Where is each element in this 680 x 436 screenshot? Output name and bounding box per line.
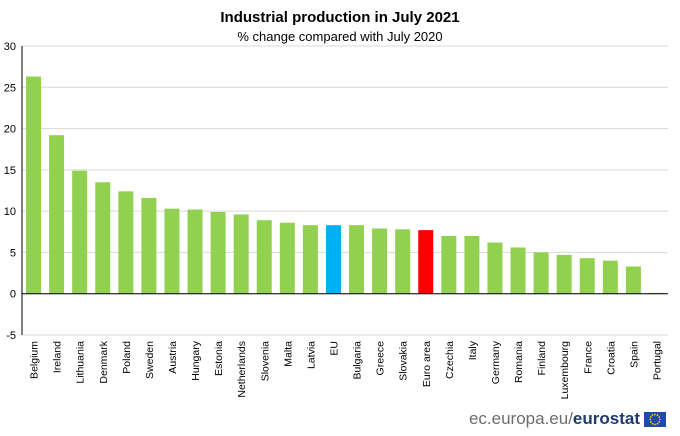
x-tick-label: Croatia [605,341,617,375]
chart-title: Industrial production in July 2021 [220,9,460,26]
bar-ireland [49,135,65,294]
x-tick-label: Sweden [144,341,156,379]
bar-belgium [26,76,42,294]
y-tick-label: 0 [10,289,16,301]
footer-logo: ec.europa.eu/ eurostat [469,409,666,429]
y-tick-label: 20 [4,124,16,136]
x-tick-label: Luxembourg [559,341,571,400]
y-tick-label: 5 [10,247,16,259]
bar-germany [487,242,503,294]
bar-slovenia [256,220,272,294]
x-tick-label: Finland [536,341,548,376]
bar-denmark [95,182,111,294]
bar-italy [464,235,480,294]
x-tick-label: Slovakia [398,341,410,381]
bar-finland [533,252,549,294]
x-tick-label: Germany [490,340,502,384]
bar-eu [325,225,341,294]
x-tick-label: Malta [282,341,294,367]
bar-latvia [302,225,318,294]
bar-slovakia [395,229,411,294]
bar-hungary [187,209,203,294]
chart-subtitle: % change compared with July 2020 [237,29,443,44]
y-tick-label: 30 [4,41,16,53]
bars [26,76,664,294]
bar-czechia [441,235,457,294]
x-tick-label: Estonia [213,341,225,376]
x-tick-label: Spain [628,341,640,368]
bar-lithuania [72,170,88,294]
x-tick-label: Portugal [651,341,663,380]
bar-chart: -5 0 5 10 15 20 25 30 Belgium Ireland Lithuania De… [4,41,668,399]
y-tick-label: 25 [4,82,16,94]
y-axis-ticks: -5 0 5 10 15 20 25 30 [4,41,16,342]
bar-poland [118,191,134,294]
x-tick-label: EU [328,341,340,356]
bar-romania [510,247,526,294]
x-tick-label: Denmark [98,340,110,383]
bar-croatia [602,260,618,294]
x-tick-label: Ireland [52,341,64,373]
bar-sweden [141,197,157,294]
bar-austria [164,208,180,294]
x-tick-label: Belgium [29,341,41,379]
x-tick-label: Austria [167,341,179,374]
bar-malta [279,222,295,294]
y-tick-label: 15 [4,165,16,177]
x-tick-label: Lithuania [75,341,87,384]
x-tick-label: Poland [121,341,133,374]
y-tick-label: 10 [4,206,16,218]
x-tick-label: Romania [513,341,525,383]
bar-euro-area [418,230,434,294]
bar-netherlands [233,214,249,294]
x-tick-label: Italy [467,340,479,360]
x-tick-label: Czechia [444,341,456,379]
x-tick-label: France [582,341,594,374]
y-tick-label: -5 [6,330,16,342]
x-tick-label: Netherlands [236,341,248,398]
x-axis-labels: Belgium Ireland Lithuania Denmark Poland Swed… [29,340,664,399]
x-tick-label: Euro area [421,341,433,387]
bar-estonia [210,211,226,294]
x-tick-label: Bulgaria [352,341,364,380]
footer-brand: eurostat [572,409,640,428]
bar-luxembourg [556,254,572,294]
x-tick-label: Slovenia [259,341,271,381]
x-tick-label: Greece [375,341,387,376]
eu-flag-icon [644,411,666,427]
x-tick-label: Latvia [305,341,317,369]
bar-spain [625,266,641,294]
bar-france [579,258,595,294]
footer-site: ec.europa.eu/ [468,409,573,428]
bar-bulgaria [349,225,365,294]
bar-greece [372,228,388,294]
x-tick-label: Hungary [190,340,202,380]
